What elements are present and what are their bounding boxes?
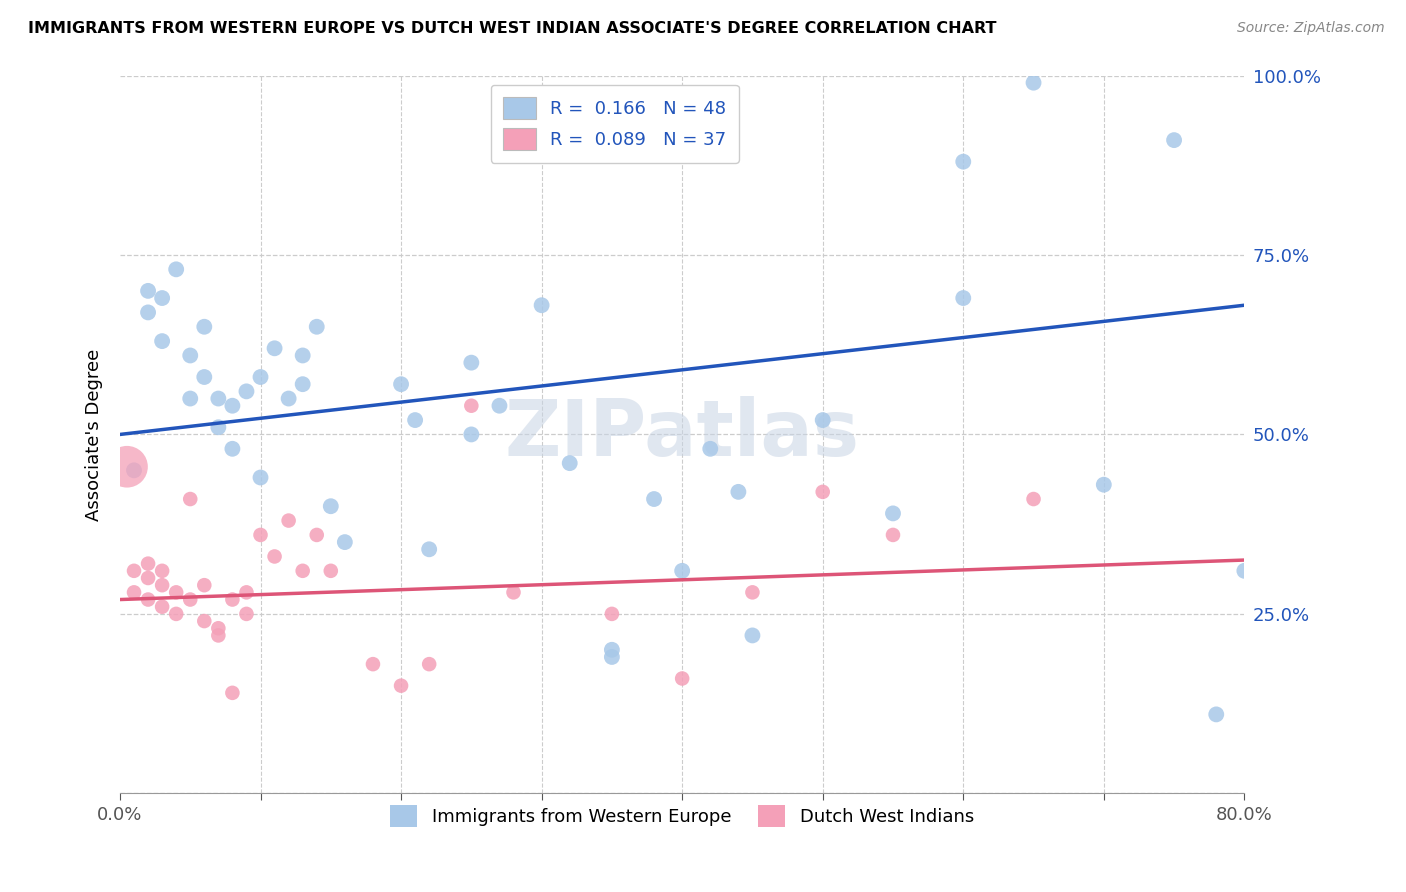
Point xyxy=(221,399,243,413)
Legend: Immigrants from Western Europe, Dutch West Indians: Immigrants from Western Europe, Dutch We… xyxy=(382,798,981,835)
Point xyxy=(558,456,581,470)
Point xyxy=(193,578,215,592)
Point xyxy=(207,628,229,642)
Point xyxy=(136,592,159,607)
Point xyxy=(122,585,145,599)
Point xyxy=(193,614,215,628)
Point xyxy=(249,528,271,542)
Point xyxy=(404,413,426,427)
Point xyxy=(291,377,314,392)
Point xyxy=(1022,76,1045,90)
Point xyxy=(235,585,257,599)
Point xyxy=(179,392,201,406)
Point xyxy=(235,384,257,399)
Point xyxy=(193,319,215,334)
Point xyxy=(150,564,173,578)
Point xyxy=(1163,133,1185,147)
Point xyxy=(389,679,412,693)
Point xyxy=(952,291,974,305)
Point xyxy=(600,650,623,665)
Point xyxy=(150,578,173,592)
Point xyxy=(460,356,482,370)
Point xyxy=(460,427,482,442)
Point xyxy=(221,442,243,456)
Point xyxy=(1092,477,1115,491)
Point xyxy=(136,571,159,585)
Point xyxy=(136,557,159,571)
Point xyxy=(249,370,271,384)
Text: Source: ZipAtlas.com: Source: ZipAtlas.com xyxy=(1237,21,1385,35)
Point xyxy=(741,628,763,642)
Point xyxy=(122,564,145,578)
Point xyxy=(1022,491,1045,506)
Point xyxy=(811,413,834,427)
Point xyxy=(671,564,693,578)
Point xyxy=(165,607,187,621)
Point xyxy=(319,500,342,514)
Point xyxy=(150,599,173,614)
Point xyxy=(319,564,342,578)
Point xyxy=(221,592,243,607)
Point xyxy=(115,459,138,474)
Point xyxy=(671,672,693,686)
Point xyxy=(460,399,482,413)
Point xyxy=(165,262,187,277)
Point xyxy=(305,528,328,542)
Point xyxy=(207,420,229,434)
Point xyxy=(882,528,904,542)
Point xyxy=(418,657,440,672)
Point xyxy=(263,549,285,564)
Text: ZIPatlas: ZIPatlas xyxy=(505,396,859,473)
Point xyxy=(389,377,412,392)
Text: IMMIGRANTS FROM WESTERN EUROPE VS DUTCH WEST INDIAN ASSOCIATE'S DEGREE CORRELATI: IMMIGRANTS FROM WESTERN EUROPE VS DUTCH … xyxy=(28,21,997,36)
Point xyxy=(643,491,665,506)
Point xyxy=(221,686,243,700)
Point xyxy=(882,507,904,521)
Point xyxy=(600,607,623,621)
Point xyxy=(361,657,384,672)
Point xyxy=(488,399,510,413)
Point xyxy=(600,642,623,657)
Point xyxy=(122,463,145,477)
Point xyxy=(136,284,159,298)
Point xyxy=(502,585,524,599)
Point xyxy=(235,607,257,621)
Y-axis label: Associate's Degree: Associate's Degree xyxy=(86,348,103,521)
Point xyxy=(193,370,215,384)
Point xyxy=(179,491,201,506)
Point xyxy=(207,392,229,406)
Point xyxy=(1205,707,1227,722)
Point xyxy=(811,484,834,499)
Point xyxy=(249,470,271,484)
Point xyxy=(699,442,721,456)
Point xyxy=(952,154,974,169)
Point xyxy=(150,291,173,305)
Point xyxy=(207,621,229,635)
Point xyxy=(179,349,201,363)
Point xyxy=(291,349,314,363)
Point xyxy=(1233,564,1256,578)
Point xyxy=(418,542,440,557)
Point xyxy=(277,392,299,406)
Point xyxy=(291,564,314,578)
Point xyxy=(333,535,356,549)
Point xyxy=(179,592,201,607)
Point xyxy=(136,305,159,319)
Point xyxy=(263,341,285,355)
Point xyxy=(530,298,553,312)
Point xyxy=(741,585,763,599)
Point xyxy=(305,319,328,334)
Point xyxy=(165,585,187,599)
Point xyxy=(150,334,173,348)
Point xyxy=(277,514,299,528)
Point xyxy=(727,484,749,499)
